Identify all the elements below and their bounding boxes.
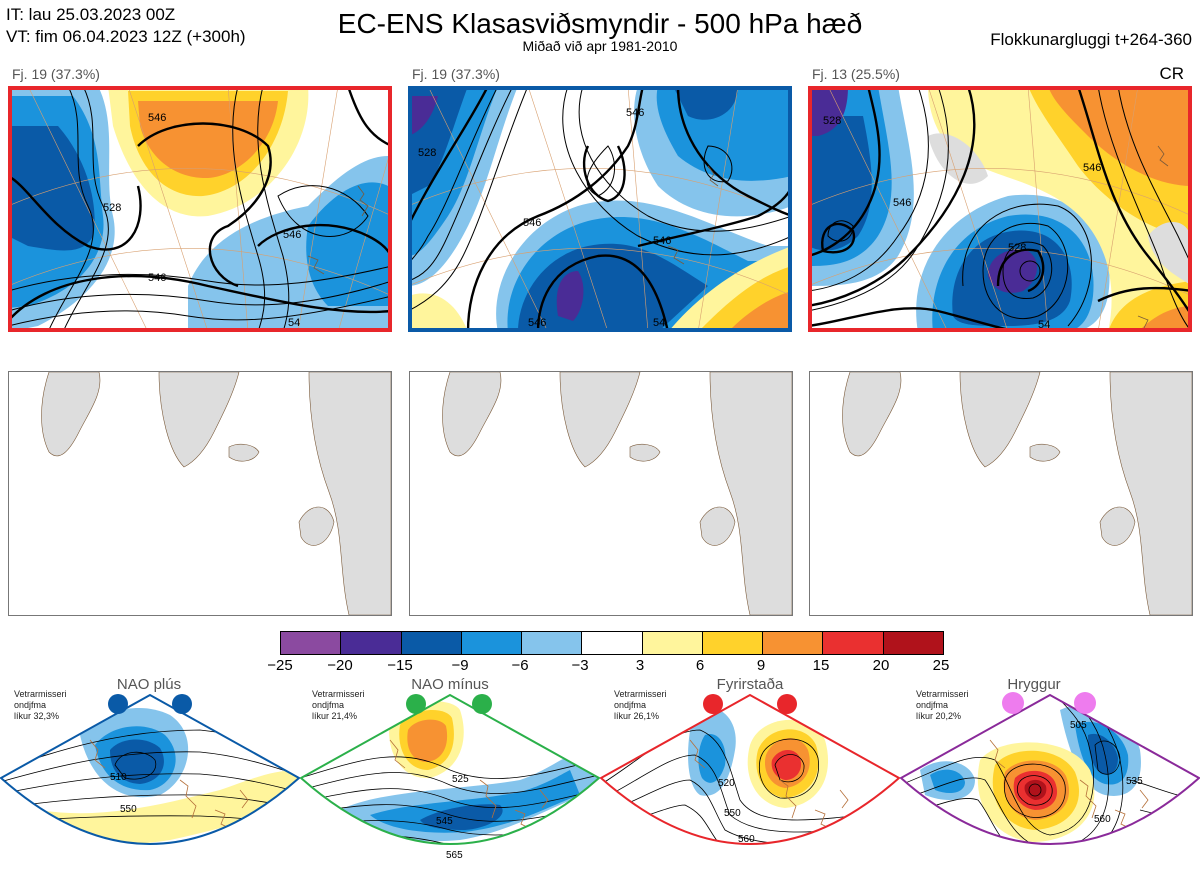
basemap-1-svg <box>41 372 391 615</box>
regime-contour-label: 510 <box>110 772 127 783</box>
contour-label: 546 <box>523 217 541 229</box>
colorbar-swatch <box>883 632 943 654</box>
colorbar-tick-label: −6 <box>511 657 529 674</box>
regime-contour-label: 525 <box>452 774 469 785</box>
regime-4-map: 505 535 560 <box>900 693 1200 845</box>
regime-2-info: Vetrarmisseri ondjfma líkur 21,4% <box>312 689 365 721</box>
colorbar-tick-label: 3 <box>635 657 645 674</box>
basemap-3 <box>809 371 1193 616</box>
regime-1-info: Vetrarmisseri ondjfma líkur 32,3% <box>14 689 67 721</box>
contour-label: 546 <box>653 235 671 247</box>
panel-2-label: Fj. 19 (37.3%) <box>412 66 500 82</box>
regime-contour-label: 560 <box>1094 814 1111 825</box>
regime-3-title: Fyrirstaða <box>716 676 784 693</box>
colorbar-swatch <box>522 632 583 654</box>
cluster-map-3: 528 546 528 546 54 <box>808 86 1192 332</box>
regime-frame <box>900 693 1200 845</box>
cluster-map-3-svg: 528 546 528 546 54 <box>808 86 1192 332</box>
contour-label: 528 <box>418 147 436 159</box>
colorbar-swatch <box>401 632 462 654</box>
regime-2-marker <box>472 694 492 714</box>
contour-label: 546 <box>626 107 644 119</box>
regime-contour-label: 520 <box>718 778 735 789</box>
regime-contour-label: 565 <box>446 850 463 861</box>
colorbar-tick-label: −15 <box>387 657 413 674</box>
colorbar-swatch <box>763 632 824 654</box>
colorbar-tick-label: 20 <box>872 657 890 674</box>
contour-label: 54 <box>288 317 300 329</box>
regime-1-title: NAO plús <box>116 676 182 693</box>
colorbar <box>280 631 944 655</box>
valid-time: VT: fim 06.04.2023 12Z (+300h) <box>6 27 246 46</box>
regime-3-marker <box>777 694 797 714</box>
colorbar-tick-label: 9 <box>756 657 766 674</box>
regime-2-title: NAO mínus <box>411 676 489 693</box>
regime-contour-label: 545 <box>436 816 453 827</box>
contour-label: 546 <box>283 229 301 241</box>
regime-3-map: 520 550 560 <box>600 693 900 845</box>
cluster-map-2: 546 528 546 546 54 546 <box>408 86 792 332</box>
colorbar-tick-label: 6 <box>695 657 705 674</box>
colorbar-tick-label: −25 <box>267 657 293 674</box>
contour-label: 546 <box>148 112 166 124</box>
panel-1-label: Fj. 19 (37.3%) <box>12 66 100 82</box>
colorbar-swatch <box>341 632 402 654</box>
regime-contour-label: 535 <box>1126 776 1143 787</box>
contour-label: 546 <box>148 272 166 284</box>
regime-contour-label: 550 <box>120 804 137 815</box>
init-time: IT: lau 25.03.2023 00Z <box>6 5 176 24</box>
basemap-2-svg <box>442 372 792 615</box>
colorbar-tick-label: −3 <box>571 657 589 674</box>
contour-label: 528 <box>103 202 121 214</box>
basemap-1 <box>8 371 392 616</box>
classification-window: Flokkunargluggi t+264-360 <box>990 30 1192 49</box>
colorbar-swatch <box>582 632 643 654</box>
colorbar-tick-label: 15 <box>812 657 830 674</box>
contour-label: 54 <box>653 317 665 329</box>
regime-contour-label: 550 <box>724 808 741 819</box>
regime-3-info: Vetrarmisseri ondjfma líkur 26,1% <box>614 689 667 721</box>
regime-4-title: Hryggur <box>1007 676 1061 693</box>
regime-frame <box>300 693 600 845</box>
regime-2-map: 525 545 565 <box>300 693 600 861</box>
colorbar-tick-label: 25 <box>932 657 950 674</box>
panel-3-label: Fj. 13 (25.5%) <box>812 66 900 82</box>
regime-4-info: Vetrarmisseri ondjfma líkur 20,2% <box>916 689 969 721</box>
regime-contour-label: 505 <box>1070 720 1087 731</box>
colorbar-swatch <box>461 632 523 654</box>
regime-1-marker <box>108 694 128 714</box>
cluster-map-1-svg: 546 528 546 546 54 <box>8 86 392 332</box>
cluster-map-1: 546 528 546 546 54 <box>8 86 392 332</box>
regime-3-marker <box>703 694 723 714</box>
colorbar-tick-label: −9 <box>451 657 469 674</box>
regime-frame <box>0 693 300 845</box>
contour-label: 546 <box>1083 162 1101 174</box>
colorbar-swatch <box>702 632 764 654</box>
cluster-frame-2 <box>408 86 792 332</box>
cluster-map-2-svg: 546 528 546 546 54 546 <box>408 86 792 332</box>
page-title: EC-ENS Klasasviðsmyndir - 500 hPa hæð <box>337 8 863 39</box>
regime-2-marker <box>406 694 426 714</box>
regime-1-marker <box>172 694 192 714</box>
colorbar-swatch <box>281 632 342 654</box>
regime-frame <box>600 693 900 845</box>
contour-label: 546 <box>893 197 911 209</box>
colorbar-swatch <box>823 632 884 654</box>
regime-code: CR <box>1159 64 1184 83</box>
header-times: IT: lau 25.03.2023 00Z VT: fim 06.04.202… <box>6 4 246 48</box>
regime-contour-label: 560 <box>738 834 755 845</box>
regime-4-marker <box>1074 692 1096 714</box>
basemap-2 <box>409 371 793 616</box>
contour-label: 546 <box>528 317 546 329</box>
colorbar-swatch <box>642 632 703 654</box>
regime-1-map: 510 550 <box>0 693 300 845</box>
cluster-frame-3 <box>808 86 1192 332</box>
regime-4-marker <box>1002 692 1024 714</box>
page-subtitle: Miðað við apr 1981-2010 <box>522 38 678 54</box>
basemap-3-svg <box>842 372 1192 615</box>
contour-label: 528 <box>823 115 841 127</box>
colorbar-tick-label: −20 <box>327 657 353 674</box>
contour-label: 528 <box>1008 242 1026 254</box>
cluster-frame-1 <box>8 86 392 332</box>
